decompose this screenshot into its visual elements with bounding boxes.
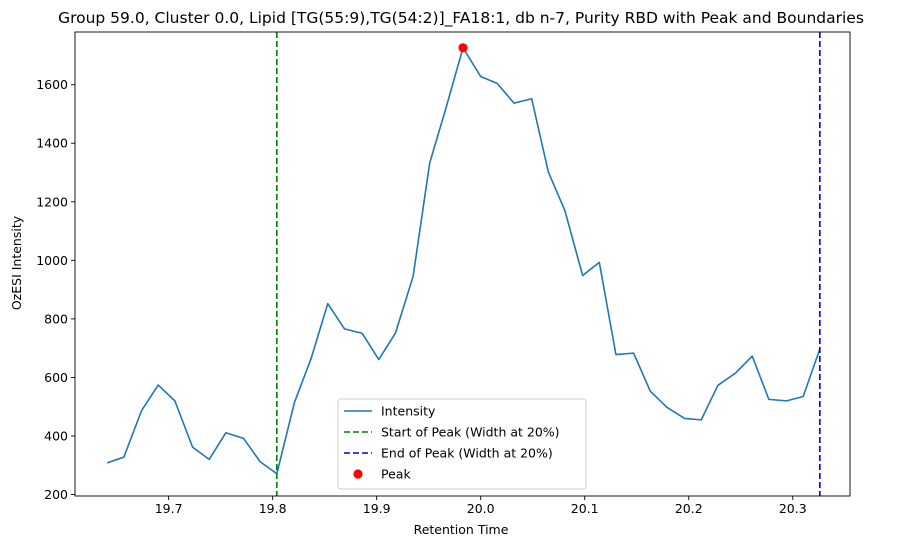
legend-marker-peak [353,469,363,479]
legend-box [337,398,587,490]
x-tick-label: 19.9 [363,501,391,516]
y-tick-label: 1200 [36,194,68,209]
y-axis-label: OzESI Intensity [9,215,24,310]
x-tick-label: 20.0 [467,501,495,516]
peak-marker [458,43,468,53]
legend-entry-label: Start of Peak (Width at 20%) [381,425,560,440]
x-axis-label: Retention Time [414,522,509,537]
y-tick-label: 1600 [36,77,68,92]
x-axis: 19.7 19.8 19.9 20.0 20.1 20.2 20.3 [155,496,807,516]
legend-entry-label: Intensity [381,404,436,419]
legend-entry-label: End of Peak (Width at 20%) [381,446,553,461]
y-tick-label: 600 [44,370,68,385]
x-tick-label: 20.1 [571,501,599,516]
x-tick-label: 20.2 [675,501,703,516]
legend: Intensity Start of Peak (Width at 20%) End… [337,398,587,490]
y-tick-label: 400 [44,428,68,443]
legend-entry-label: Peak [381,467,411,482]
y-tick-label: 200 [44,487,68,502]
x-tick-label: 19.8 [259,501,287,516]
plot-frame [74,31,851,497]
plot-area [74,31,851,497]
x-tick-label: 20.3 [779,501,807,516]
y-tick-label: 1400 [36,136,68,151]
y-tick-label: 800 [44,311,68,326]
chart-title: Group 59.0, Cluster 0.0, Lipid [TG(55:9)… [58,9,864,28]
y-axis: 200 400 600 800 1000 1200 1400 1600 [36,77,75,502]
x-tick-label: 19.7 [155,501,183,516]
y-tick-label: 1000 [36,253,68,268]
